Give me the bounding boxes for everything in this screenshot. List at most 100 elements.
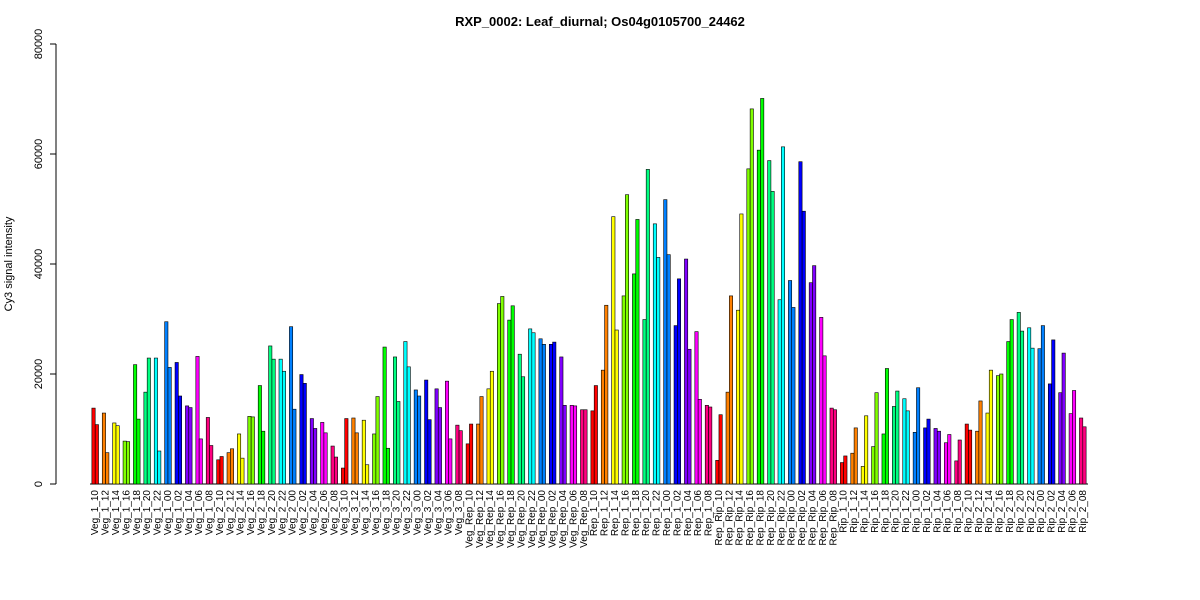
bar-Veg_Rep_02-2	[552, 341, 557, 485]
bar-Rip_2_10-2	[968, 429, 973, 485]
bar-Veg_Rep_10-2	[469, 423, 474, 485]
x-tick-label: Rip_2_14	[984, 490, 995, 533]
bar-Veg_2_16-1	[247, 416, 252, 485]
bar-Veg_1_22-2	[157, 450, 162, 485]
bar-Veg_Rep_06-1	[569, 405, 574, 485]
y-tick-label: 20000	[33, 359, 45, 390]
bar-Veg_1_00-1	[164, 321, 169, 485]
bar-Veg_3_18-2	[385, 447, 390, 485]
x-tick-label: Veg_1_12	[101, 490, 112, 535]
x-tick-label: Rep_1_18	[631, 490, 642, 537]
bar-Veg_1_12-1	[101, 412, 106, 485]
bar-Veg_Rep_14-1	[486, 388, 491, 485]
x-tick-label: Veg_1_04	[184, 490, 195, 535]
bar-Rip_2_06-1	[1068, 413, 1073, 485]
x-tick-label: Veg_1_08	[205, 490, 216, 535]
x-tick-label: Veg_1_10	[90, 490, 101, 535]
bar-Veg_3_20-1	[393, 356, 397, 485]
bar-Rep_Rip_22-1	[777, 299, 782, 485]
bar-Rip_2_22-1	[1027, 327, 1032, 485]
bar-Rep_1_00-1	[663, 199, 668, 485]
bar-Veg_3_14-1	[361, 419, 366, 485]
x-tick-label: Rep_1_14	[610, 490, 621, 537]
x-tick-label: Veg_1_20	[142, 490, 153, 535]
bar-Rep_1_12-1	[600, 369, 605, 485]
bar-Veg_Rep_18-2	[510, 305, 515, 485]
x-tick-label: Rep_Rip_18	[756, 490, 767, 546]
bar-Veg_Rep_22-2	[531, 332, 536, 485]
bar-Rep_Rip_18-2	[760, 98, 765, 485]
x-tick-label: Rip_1_02	[922, 490, 933, 533]
bar-Veg_3_10-1	[341, 467, 345, 485]
x-tick-label: Rep_1_20	[641, 490, 652, 537]
bar-Rip_1_12-2	[853, 427, 858, 485]
x-tick-label: Rep_Rip_02	[797, 490, 808, 546]
bar-Veg_Rep_06-2	[573, 405, 578, 485]
bars-group	[91, 98, 1087, 485]
bar-Rip_1_08-1	[954, 460, 959, 485]
bar-Veg_1_00-2	[167, 367, 172, 485]
x-tick-label: Rep_Rip_14	[735, 490, 746, 546]
x-tick-label: Veg_3_16	[371, 490, 382, 535]
bar-Rip_2_14-1	[985, 412, 990, 485]
bar-Veg_Rep_08-1	[580, 409, 585, 485]
bar-Veg_3_16-2	[375, 396, 380, 485]
bar-Veg_1_10-1	[91, 407, 96, 485]
x-tick-label: Veg_3_12	[350, 490, 361, 535]
bar-Rip_1_16-1	[871, 446, 876, 485]
bar-Rep_1_02-1	[673, 325, 678, 485]
bar-Rip_2_02-2	[1051, 339, 1056, 485]
x-tick-label: Veg_1_14	[111, 490, 122, 535]
x-tick-label: Rip_2_00	[1036, 490, 1047, 533]
bar-Rep_1_06-1	[694, 331, 699, 485]
x-tick-label: Rip_1_16	[870, 490, 881, 533]
bar-Rip_1_20-2	[895, 390, 900, 485]
bar-Veg_2_00-1	[289, 326, 294, 485]
bar-Rep_1_16-2	[625, 194, 630, 485]
bar-Rip_1_00-2	[916, 387, 921, 485]
bar-Veg_1_14-1	[112, 422, 117, 485]
bar-Veg_1_04-2	[188, 407, 193, 485]
bar-Veg_1_18-2	[136, 418, 141, 485]
bar-Rep_1_18-1	[632, 273, 637, 485]
x-tick-label: Rip_2_10	[963, 490, 974, 533]
x-tick-label: Veg_3_18	[381, 490, 392, 535]
bar-Veg_2_22-1	[278, 358, 283, 485]
bar-Rep_Rip_12-1	[725, 391, 730, 485]
x-axis-labels: Veg_1_10 Veg_1_12 Veg_1_14 Veg_1_16 Veg_1_18…	[90, 490, 1089, 548]
bar-Rep_Rip_20-1	[767, 160, 772, 485]
x-tick-label: Veg_2_14	[236, 490, 247, 535]
bar-Rep_Rip_14-2	[739, 213, 744, 485]
bar-Rep_Rip_22-2	[781, 146, 785, 485]
bar-Veg_3_12-2	[354, 432, 359, 485]
bar-Rep_1_20-2	[645, 169, 650, 485]
x-tick-label: Veg_2_08	[329, 490, 340, 535]
x-tick-label: Veg_2_16	[246, 490, 257, 535]
x-tick-label: Rip_1_10	[839, 490, 850, 533]
x-tick-label: Rep_Rip_00	[787, 490, 798, 546]
x-tick-label: Rip_2_18	[1005, 490, 1016, 533]
x-tick-label: Rep_Rip_06	[818, 490, 829, 546]
bar-Veg_3_20-2	[396, 401, 401, 485]
bar-Veg_3_02-1	[424, 379, 429, 485]
bar-Veg_1_08-2	[209, 445, 214, 485]
bar-Rep_Rip_10-2	[718, 414, 723, 485]
x-tick-label: Rep_1_02	[672, 490, 683, 537]
bar-Veg_1_20-2	[146, 357, 151, 485]
bar-Rip_2_20-2	[1020, 330, 1025, 485]
x-tick-label: Veg_2_04	[309, 490, 320, 535]
x-tick-label: Rip_1_18	[880, 490, 891, 533]
bar-Veg_3_08-2	[458, 430, 463, 485]
x-tick-label: Rip_1_12	[849, 490, 860, 533]
x-tick-label: Rep_Rip_04	[808, 490, 819, 546]
x-tick-label: Veg_Rep_10	[464, 490, 475, 548]
x-tick-label: Rep_Rip_16	[745, 490, 756, 546]
bar-Rip_2_02-1	[1047, 383, 1052, 485]
bar-Veg_Rep_14-2	[489, 370, 494, 485]
x-tick-label: Rip_1_00	[911, 490, 922, 533]
bar-Rip_1_22-2	[905, 410, 910, 485]
bar-Veg_Rep_04-2	[562, 405, 567, 485]
bar-Veg_2_18-2	[261, 430, 266, 485]
bar-Veg_1_08-1	[205, 417, 210, 485]
x-tick-label: Rep_Rip_08	[828, 490, 839, 546]
